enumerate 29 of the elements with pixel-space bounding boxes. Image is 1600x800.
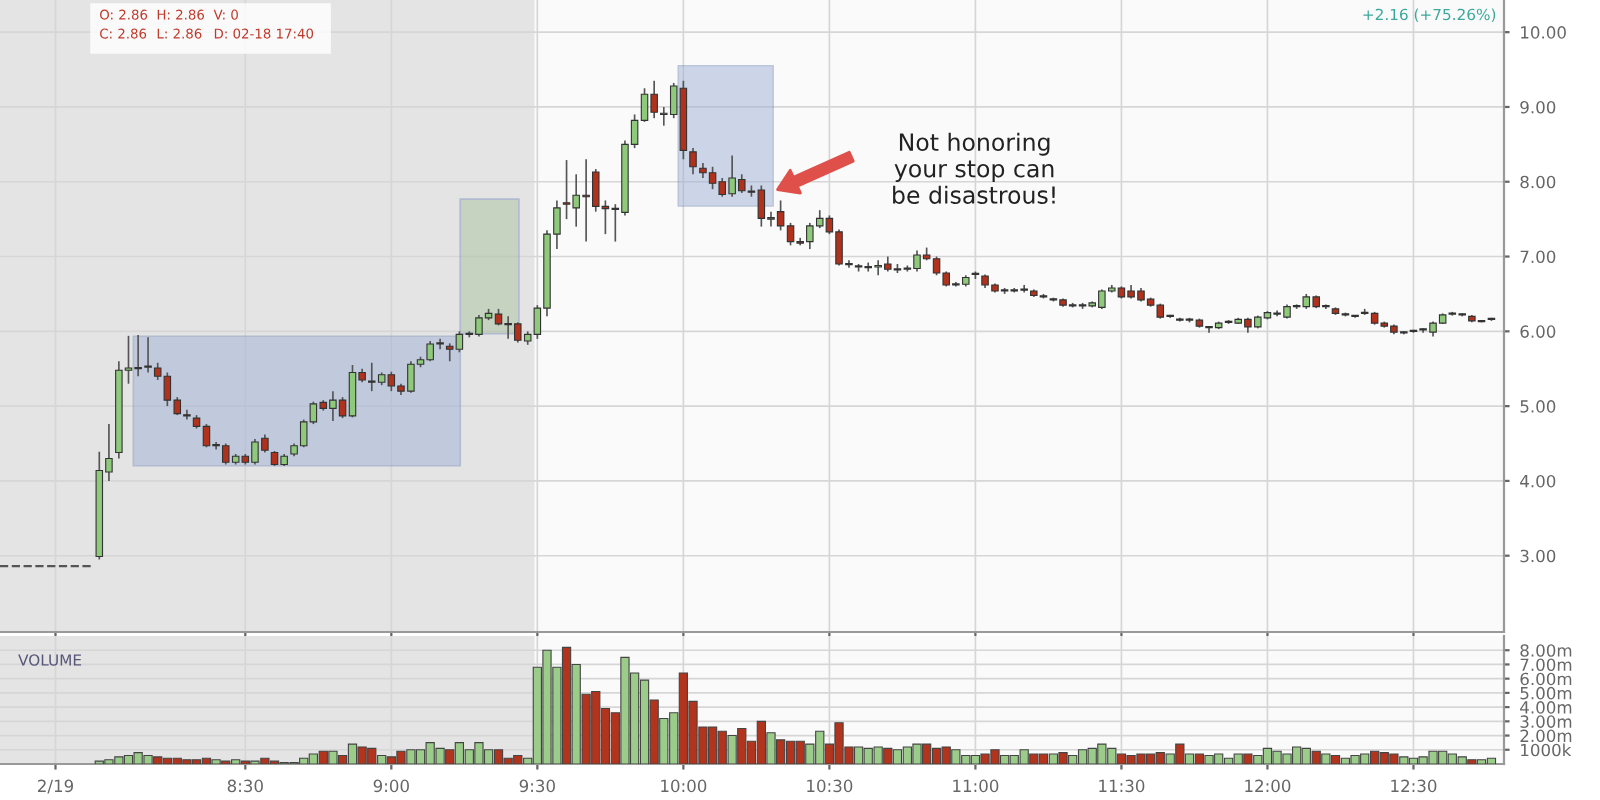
x-tick-label: 11:30	[1099, 779, 1145, 793]
y-tick-label: 7.00m	[1520, 658, 1572, 672]
x-tick-label: 12:30	[1391, 779, 1437, 793]
x-tick-label: 9:00	[373, 779, 409, 793]
y-tick-label: 6.00m	[1520, 672, 1572, 686]
x-tick-label: 11:00	[953, 779, 999, 793]
y-tick-label: 3.00	[1520, 549, 1556, 563]
y-tick-label: 3.00m	[1520, 715, 1572, 728]
y-tick-label: 6.00	[1520, 325, 1556, 338]
y-tick-label: 8.00m	[1520, 644, 1572, 657]
x-tick-label: 8:30	[227, 779, 263, 793]
y-tick-label: 10.00	[1521, 26, 1566, 39]
annotation: Not honoring your stop can be disastrous!	[893, 132, 1055, 204]
y-tick-label: 4.00m	[1520, 701, 1572, 714]
x-tick-label: 10:00	[661, 779, 707, 793]
y-tick-label: 8.00	[1520, 175, 1556, 189]
y-tick-label: 5.00m	[1520, 686, 1572, 700]
y-tick-label: 9.00	[1520, 100, 1556, 114]
x-tick-label: 2/19	[38, 779, 74, 794]
y-tick-label: 4.00	[1520, 474, 1556, 488]
y-tick-label: 7.00	[1520, 250, 1556, 264]
y-tick-label: 1000k	[1521, 743, 1572, 757]
y-tick-label: 2.00m	[1520, 729, 1572, 743]
x-tick-label: 12:00	[1245, 779, 1291, 793]
y-tick-label: 5.00	[1520, 400, 1556, 413]
x-tick-label: 10:30	[807, 779, 853, 793]
candlestick	[689, 147, 697, 176]
x-tick-label: 9:30	[519, 779, 555, 793]
candlestick	[183, 409, 191, 421]
